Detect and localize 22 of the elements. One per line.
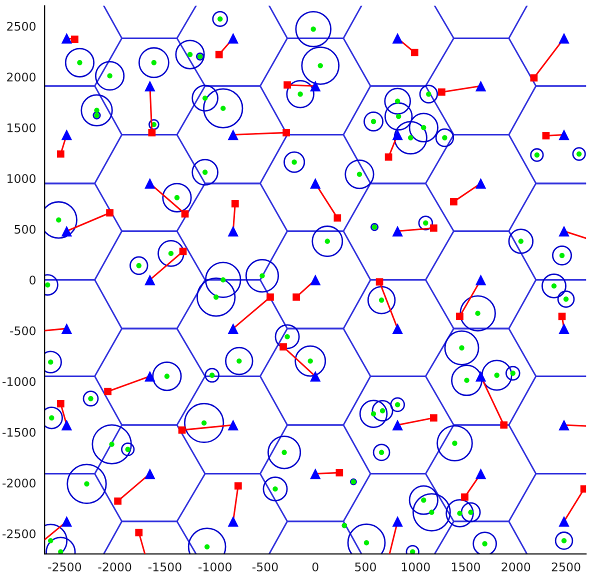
x-tick-label: -2500 [48, 562, 82, 572]
x-tick-label: -500 [252, 562, 278, 572]
y-tick-label: -2000 [2, 478, 36, 488]
x-tick-label: -2000 [98, 562, 132, 572]
y-tick-label: 1000 [8, 174, 36, 184]
x-tick-label: 500 [355, 562, 376, 572]
y-tick-label: 500 [14, 224, 36, 234]
x-tick-label: 2500 [552, 562, 580, 572]
x-tick-label: -1500 [148, 562, 182, 572]
y-tick-label: 1500 [8, 123, 36, 132]
x-tick-label: 2000 [502, 562, 530, 572]
y-tick-label: 0 [30, 276, 36, 285]
y-tick-label: -2500 [2, 529, 36, 538]
y-tick-label: 2500 [7, 22, 36, 31]
x-tick-label: 0 [312, 562, 318, 572]
y-tick-label: 2000 [7, 72, 36, 82]
x-tick-label: -1000 [198, 562, 232, 572]
y-tick-label: -500 [10, 326, 36, 336]
y-tick-label: -1000 [2, 377, 36, 386]
y-tick-label: -1500 [2, 428, 36, 437]
x-tick-label: 1500 [452, 562, 480, 572]
x-tick-label: 1000 [402, 562, 430, 572]
